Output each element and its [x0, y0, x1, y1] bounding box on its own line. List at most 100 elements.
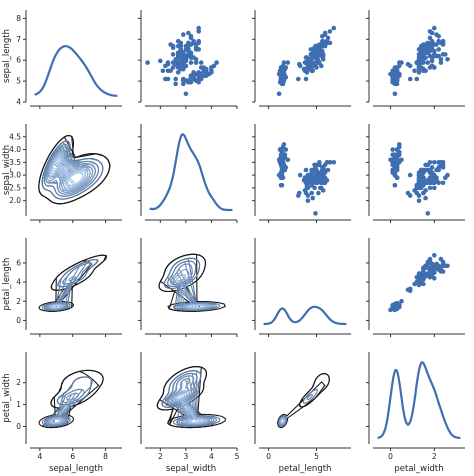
scatter-point: [425, 60, 431, 65]
y-axis-label-petal_length: petal_length: [2, 258, 12, 311]
y-tick-label: 8: [16, 14, 21, 23]
scatter-point: [434, 42, 439, 47]
scatter-point: [201, 68, 207, 74]
scatter-point: [297, 172, 303, 178]
scatter-point: [318, 43, 323, 49]
scatter-point: [390, 306, 396, 312]
kde-contour: [51, 157, 84, 186]
y-tick-label: 2: [16, 378, 21, 387]
x-tick-label: 2: [158, 452, 163, 461]
scatter-point: [313, 43, 318, 49]
scatter-point: [421, 190, 426, 196]
scatter-point: [170, 43, 176, 49]
kde-contour: [51, 418, 61, 424]
scatter-point: [181, 52, 186, 57]
scatter-point: [307, 57, 313, 62]
scatter-point: [276, 91, 282, 97]
scatter-point: [416, 275, 422, 280]
scatter-point: [191, 40, 196, 46]
scatter-point: [165, 68, 171, 74]
x-tick-label: 6: [70, 452, 75, 461]
scatter-point: [421, 275, 426, 280]
kde-contour: [62, 262, 92, 285]
scatter-point: [297, 63, 303, 69]
kde-contour: [277, 381, 326, 429]
scatter-point: [309, 52, 315, 57]
scatter-point: [279, 157, 285, 163]
scatter-point: [407, 193, 413, 198]
scatter-point: [425, 177, 431, 183]
scatter-point: [436, 47, 442, 52]
scatter-point: [432, 185, 437, 191]
scatter-point: [316, 177, 321, 183]
scatter-point: [173, 61, 178, 67]
scatter-point: [186, 30, 191, 36]
kde-contour: [57, 376, 93, 406]
scatter-point: [412, 188, 417, 193]
scatter-point: [320, 165, 326, 170]
scatter-point: [414, 76, 420, 82]
scatter-point: [407, 63, 413, 69]
scatter-point: [309, 68, 315, 74]
scatter-point: [327, 160, 333, 165]
y-tick-label: 3.5: [9, 158, 21, 167]
kde-contour: [169, 378, 191, 404]
scatter-point: [421, 170, 426, 175]
axes-petal_length-vs-sepal_length: 0 2 4 6: [16, 238, 122, 337]
kde-contour: [57, 276, 76, 310]
scatter-point: [421, 42, 426, 47]
scatter-point: [416, 55, 422, 60]
scatter-point: [316, 190, 321, 196]
kde-contour: [166, 375, 195, 405]
kde-contour: [158, 253, 207, 293]
scatter-point: [416, 52, 422, 57]
scatter-point: [427, 29, 433, 34]
scatter-point: [429, 165, 435, 170]
y-tick-label: 5: [16, 77, 21, 86]
scatter-point: [429, 58, 435, 64]
scatter-point: [421, 47, 426, 52]
kde-contour: [169, 263, 193, 286]
scatter-point: [175, 52, 181, 57]
axes-petal_length-vs-petal_length: [252, 238, 351, 337]
scatter-point: [193, 57, 199, 62]
kde-contour: [302, 388, 318, 404]
scatter-point: [432, 25, 437, 31]
x-tick-label: 0: [388, 452, 393, 461]
kde-curve-sepal_length: [34, 44, 118, 97]
scatter-point: [309, 183, 315, 188]
scatter-point: [429, 47, 435, 52]
scatter-point: [416, 183, 422, 188]
scatter-point: [397, 303, 402, 309]
axes-sepal_width-vs-sepal_length: 2.0 2.5 3.0 3.5 4.0 4.5: [9, 124, 122, 223]
scatter-point: [392, 172, 398, 178]
scatter-point: [438, 57, 444, 62]
scatter-point: [303, 76, 309, 82]
scatter-point: [412, 68, 417, 74]
scatter-point: [427, 185, 433, 191]
scatter-point: [188, 52, 194, 57]
scatter-point: [178, 48, 184, 54]
scatter-point: [416, 61, 422, 67]
kde-contour: [47, 392, 80, 426]
scatter-point: [399, 60, 404, 65]
scatter-point: [163, 76, 168, 82]
kde-contour: [57, 258, 99, 288]
scatter-point: [394, 78, 400, 83]
scatter-point: [407, 172, 413, 178]
scatter-point: [302, 175, 308, 180]
x-axis-label-sepal_width: sepal_width: [166, 464, 216, 474]
scatter-point: [279, 183, 285, 188]
scatter-point: [175, 70, 181, 75]
scatter-point: [421, 60, 426, 65]
scatter-point: [281, 162, 287, 168]
scatter-point: [440, 40, 446, 46]
scatter-point: [165, 60, 171, 65]
scatter-point: [281, 78, 287, 83]
scatter-point: [394, 75, 400, 80]
scatter-point: [429, 38, 435, 44]
scatter-point: [392, 183, 398, 188]
x-axis-label-petal_width: petal_width: [394, 464, 443, 474]
